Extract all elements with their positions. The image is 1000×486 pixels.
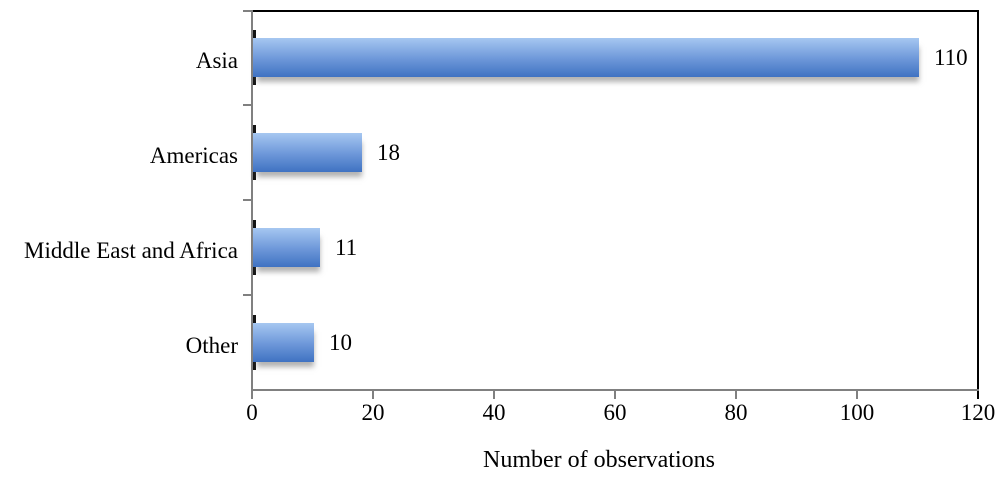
x-tick-label-0: 0 [246, 400, 258, 425]
x-axis-tick [735, 391, 737, 399]
x-tick-label-100: 100 [839, 400, 875, 425]
bar-other[interactable] [253, 323, 314, 362]
y-axis-tick [243, 104, 252, 106]
bar-asia[interactable] [253, 38, 919, 77]
category-label-middle-east-and-africa: Middle East and Africa [24, 238, 238, 263]
plot-area: 110 18 11 10 [253, 10, 977, 390]
x-axis-tick [372, 391, 374, 399]
bar-value-label-middle-east-and-africa: 11 [335, 235, 358, 260]
plot-border-top [251, 10, 979, 12]
y-axis-tick [243, 294, 252, 296]
bar-americas[interactable] [253, 133, 362, 172]
category-label-other: Other [185, 333, 238, 358]
bar-value-label-americas: 18 [377, 140, 400, 165]
bar-row-americas: 18 [253, 105, 977, 200]
x-tick-label-60: 60 [603, 400, 627, 425]
category-label-asia: Asia [195, 48, 238, 73]
x-axis-title: Number of observations [483, 447, 715, 473]
y-axis-line [251, 10, 253, 399]
bar-value-label-other: 10 [329, 330, 352, 355]
bar-row-asia: 110 [253, 10, 977, 105]
x-axis-tick [493, 391, 495, 399]
x-tick-label-20: 20 [361, 400, 385, 425]
y-axis-tick [243, 10, 252, 12]
plot-border-right [977, 10, 979, 399]
x-axis-tick [856, 391, 858, 399]
x-tick-label-120: 120 [960, 400, 996, 425]
category-label-americas: Americas [149, 143, 238, 168]
x-axis-tick [614, 391, 616, 399]
bar-row-other: 10 [253, 295, 977, 390]
bar-middle-east-and-africa[interactable] [253, 228, 320, 267]
x-tick-label-40: 40 [482, 400, 506, 425]
x-tick-label-80: 80 [724, 400, 748, 425]
bar-value-label-asia: 110 [934, 45, 968, 70]
x-axis-line [251, 389, 979, 391]
y-axis-tick [243, 199, 252, 201]
bar-row-middle-east-and-africa: 11 [253, 200, 977, 295]
